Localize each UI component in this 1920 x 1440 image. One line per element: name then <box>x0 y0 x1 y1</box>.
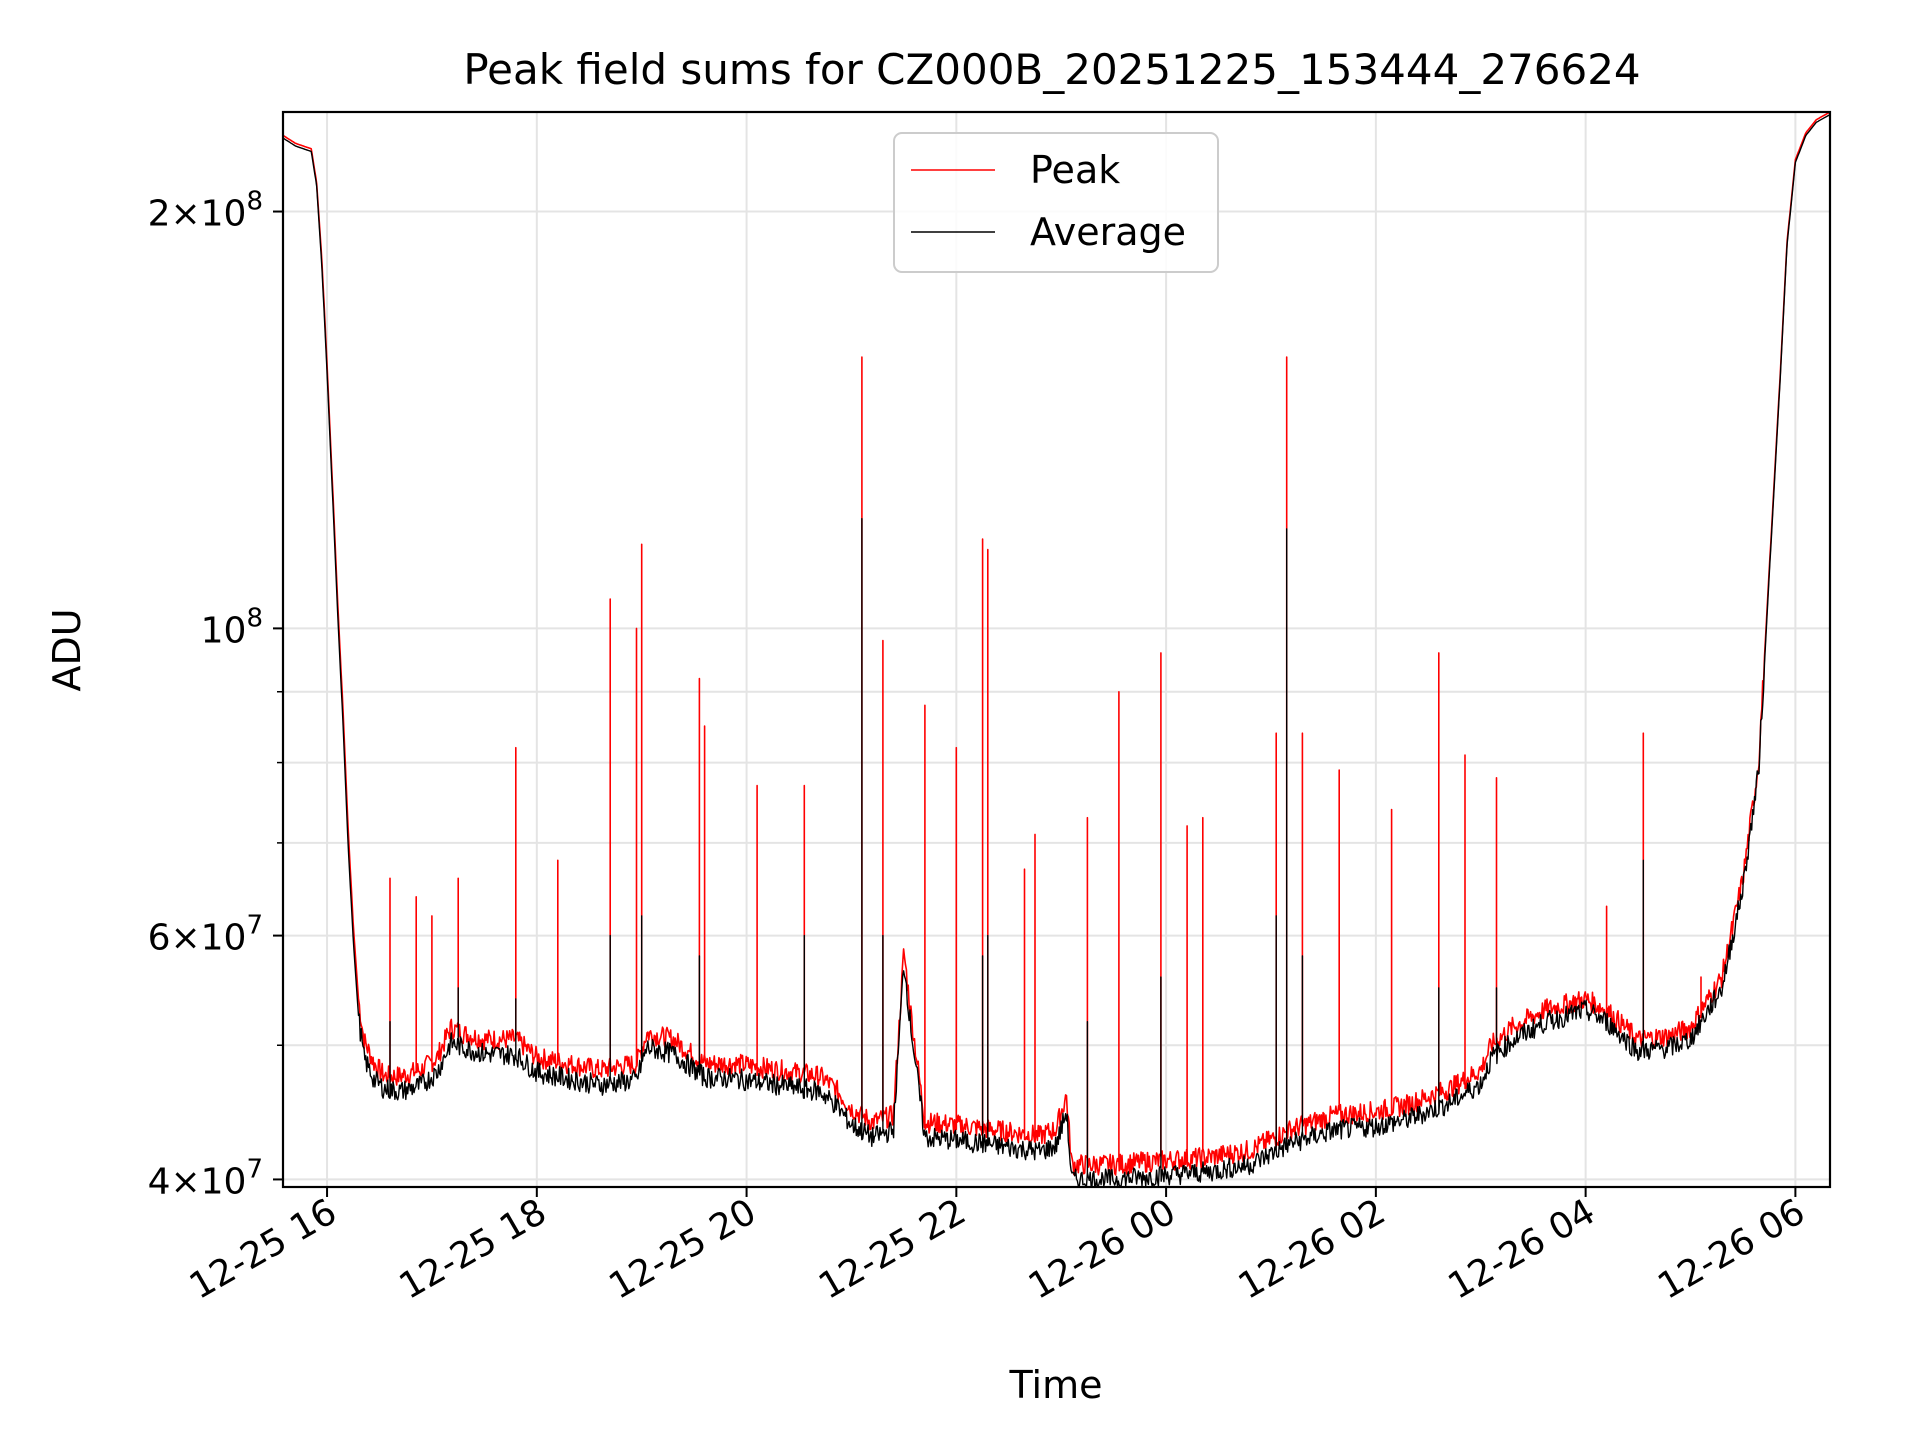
plot-frame <box>281 110 1832 1189</box>
y-tick-label: 6×107 <box>148 911 263 959</box>
legend-box <box>893 132 1219 273</box>
chart-legend: Peak Average <box>893 132 1219 273</box>
series-line-peak <box>282 112 1830 1176</box>
y-axis-ticks: 4×107 6×107 108 2×108 <box>148 187 283 1202</box>
legend-label-peak: Peak <box>1030 148 1120 192</box>
y-tick-label: 4×107 <box>148 1154 263 1202</box>
y-axis-label: ADU <box>45 608 89 691</box>
series-line-average <box>282 113 1831 1187</box>
legend-label-average: Average <box>1030 210 1186 254</box>
grid-lines <box>283 112 1830 1187</box>
y-tick-label: 108 <box>201 603 263 651</box>
y-tick-label: 2×108 <box>148 187 263 235</box>
x-axis-label: Time <box>1009 1363 1103 1407</box>
chart-title: Peak field sums for CZ000B_20251225_1534… <box>463 45 1640 94</box>
plot-series <box>282 112 1831 1187</box>
